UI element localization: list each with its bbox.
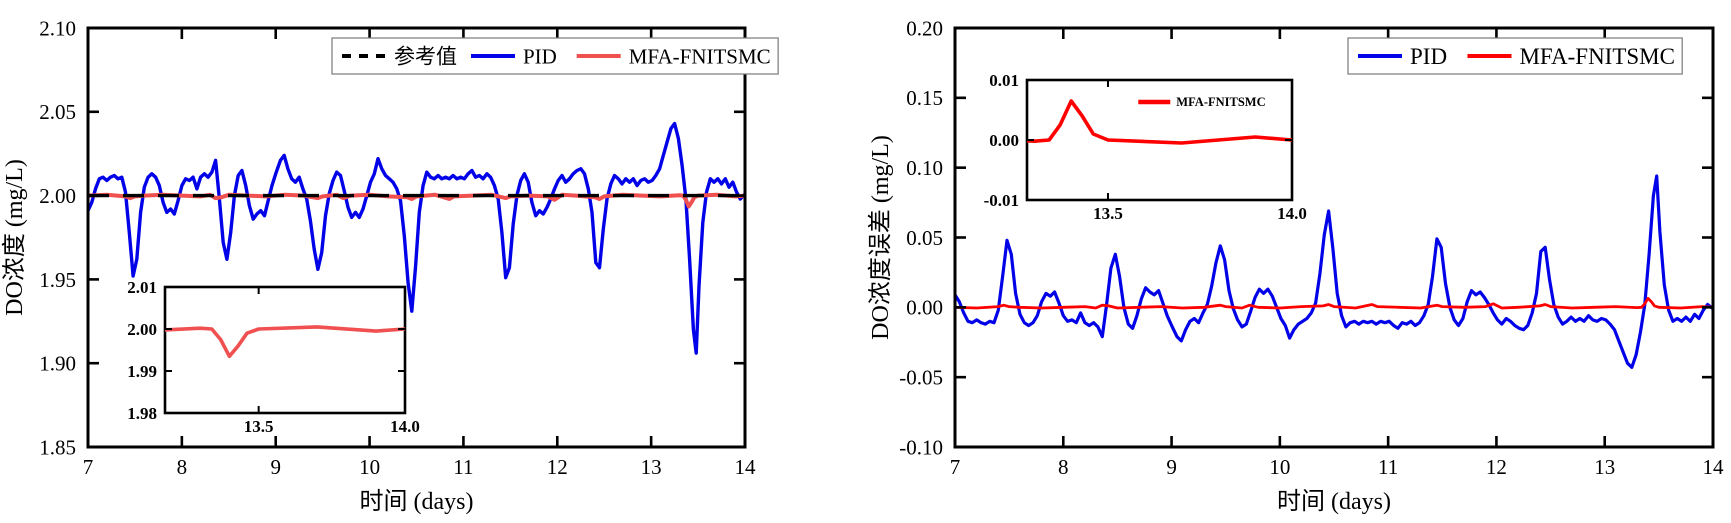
legend: 参考值 PID MFA-FNITSMC <box>331 37 779 75</box>
y-tick-label: 1.95 <box>39 268 76 292</box>
y-tick-label: 1.85 <box>39 435 76 459</box>
x-tick-label: 8 <box>1058 455 1069 479</box>
inset-series <box>165 325 405 359</box>
series-pid <box>88 121 745 355</box>
axes: 7 8 9 10 11 12 13 14 -0.10 -0.05 0.00 0.05 0.10 0.15 0… <box>867 16 1724 515</box>
series-mfa-fnitsmc <box>955 296 1713 310</box>
y-tick-label: -0.05 <box>899 366 943 390</box>
axes: 7 8 9 10 11 12 13 14 1.85 1.90 1.95 2.00 2.05 2.10 时间 … <box>1 16 756 515</box>
inset-x-tick-label: 13.5 <box>244 417 274 436</box>
series-group <box>88 121 745 355</box>
legend-label: MFA-FNITSMC <box>629 44 771 68</box>
legend-label: PID <box>523 44 557 68</box>
series-pid <box>955 174 1713 369</box>
inset-y-tick-label: 0.00 <box>989 131 1019 150</box>
x-tick-label: 10 <box>359 455 380 479</box>
plot-border <box>86 26 747 449</box>
y-tick-label: 0.15 <box>906 86 943 110</box>
y-tick-label: -0.10 <box>899 435 943 459</box>
inset-y-tick-label: 2.01 <box>127 278 157 297</box>
y-tick-label: 2.05 <box>39 100 76 124</box>
x-tick-label: 13 <box>641 455 662 479</box>
y-tick-label: 0.10 <box>906 156 943 180</box>
y-tick-label: 0.20 <box>906 16 943 40</box>
y-tick-label: 0.05 <box>906 226 943 250</box>
x-tick-label: 9 <box>270 455 281 479</box>
legend-box <box>331 37 779 75</box>
legend-label: MFA-FNITSMC <box>1519 44 1675 69</box>
inset: 13.5 14.0 1.98 1.99 2.00 2.01 <box>127 278 420 436</box>
x-axis-title: 时间 (days) <box>1277 488 1391 515</box>
x-tick-label: 13 <box>1594 455 1615 479</box>
x-tick-label: 8 <box>177 455 188 479</box>
x-tick-label: 11 <box>1378 455 1398 479</box>
y-tick-label: 2.00 <box>39 184 76 208</box>
x-tick-label: 11 <box>453 455 473 479</box>
x-tick-label: 9 <box>1166 455 1177 479</box>
inset-x-tick-label: 14.0 <box>1277 204 1307 223</box>
series-group <box>955 174 1713 369</box>
x-tick-label: 12 <box>547 455 568 479</box>
y-tick-label: 2.10 <box>39 16 76 40</box>
legend-box <box>1347 37 1683 75</box>
x-axis-title: 时间 (days) <box>360 488 474 515</box>
x-tick-label: 7 <box>950 455 961 479</box>
legend-label: PID <box>1410 44 1447 69</box>
x-tick-label: 14 <box>735 455 757 479</box>
inset-legend-label: MFA-FNITSMC <box>1176 95 1265 109</box>
legend: PID MFA-FNITSMC <box>1347 37 1683 75</box>
inset: 13.5 14.0 -0.01 0.00 0.01 MFA-FNITSMC <box>984 71 1307 223</box>
inset-y-tick-label: 1.99 <box>127 362 157 381</box>
x-tick-label: 7 <box>83 455 94 479</box>
inset-y-tick-label: 0.01 <box>989 71 1019 90</box>
legend-label: 参考值 <box>394 44 457 68</box>
inset-y-tick-label: 2.00 <box>127 320 157 339</box>
inset-x-tick-label: 13.5 <box>1093 204 1123 223</box>
inset-x-tick-label: 14.0 <box>390 417 420 436</box>
x-tick-label: 14 <box>1703 455 1725 479</box>
inset-y-tick-label: -0.01 <box>984 191 1019 210</box>
y-axis-title: DO浓度误差 (mg/L) <box>867 135 894 340</box>
x-tick-label: 10 <box>1269 455 1290 479</box>
y-tick-label: 1.90 <box>39 352 76 376</box>
inset-series <box>1027 99 1292 145</box>
inset-border <box>163 285 407 415</box>
y-axis-title: DO浓度 (mg/L) <box>1 159 28 316</box>
y-tick-label: 0.00 <box>906 296 943 320</box>
inset-y-tick-label: 1.98 <box>127 404 157 423</box>
x-tick-label: 12 <box>1486 455 1507 479</box>
